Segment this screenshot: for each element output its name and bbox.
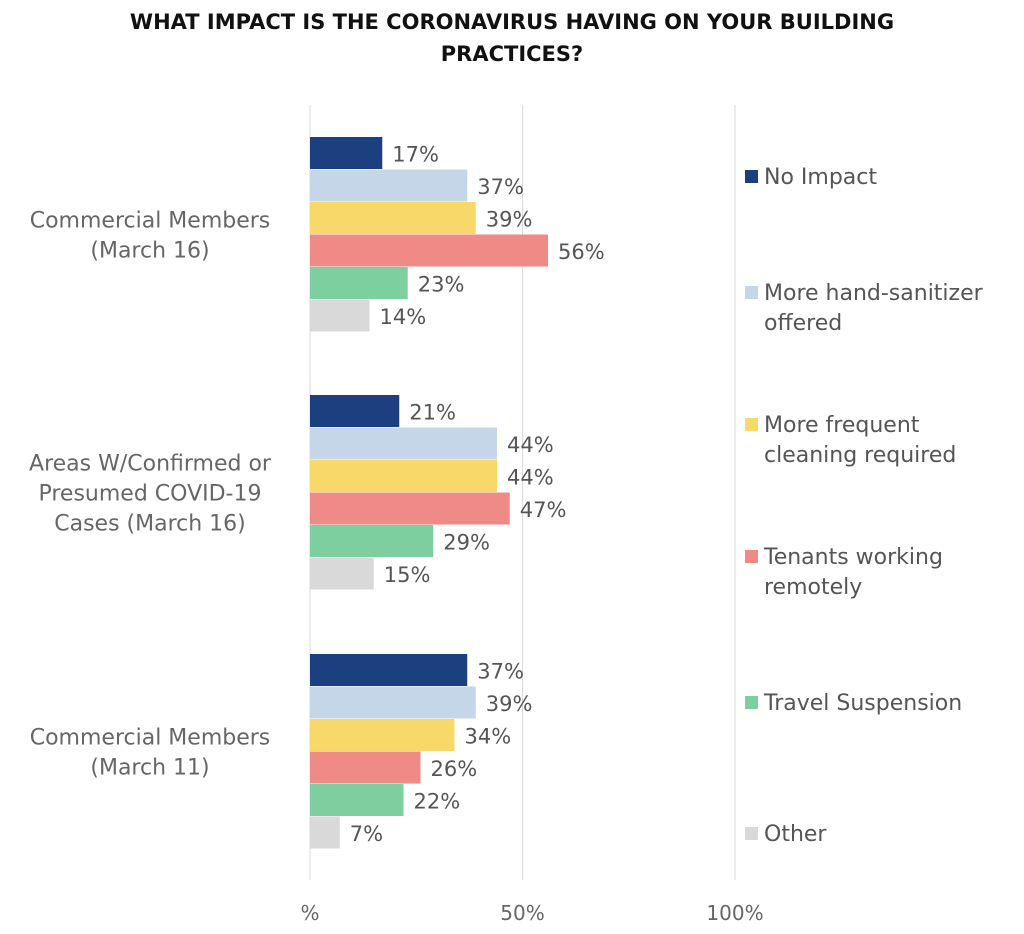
- bars: [310, 137, 548, 849]
- legend-label: More hand-sanitizer offered: [764, 281, 984, 336]
- data-label: 14%: [380, 305, 427, 329]
- bar: [310, 719, 455, 751]
- data-label: 39%: [486, 207, 533, 231]
- x-axis-ticks: % 50% 100%: [300, 901, 763, 925]
- data-label: 23%: [418, 272, 465, 296]
- data-label: 37%: [477, 659, 524, 683]
- value-labels: 17% 37% 39% 56% 23% 14% 21% 44% 44% 47% 29% 15% 37% 3…: [350, 142, 605, 846]
- data-label: 22%: [414, 789, 461, 813]
- chart-title: WHAT IMPACT IS THE CORONAVIRUS HAVING ON…: [129, 10, 895, 66]
- bar: [310, 525, 434, 557]
- bar: [310, 654, 468, 686]
- bar: [310, 492, 510, 525]
- data-label: 44%: [507, 433, 554, 457]
- bar: [310, 557, 374, 590]
- bar: [310, 395, 400, 427]
- legend-label: No Impact: [764, 165, 877, 190]
- legend-swatch: [745, 550, 758, 563]
- legend: No Impact More hand-sanitizer offered More …: [745, 165, 984, 847]
- bar: [310, 234, 548, 267]
- data-label: 26%: [431, 757, 478, 781]
- data-label: 29%: [443, 530, 490, 554]
- x-tick-label: 100%: [706, 901, 763, 925]
- data-label: 21%: [409, 400, 456, 424]
- bar: [310, 137, 383, 169]
- bar: [310, 460, 497, 492]
- x-tick-label: %: [300, 901, 319, 925]
- category-labels: Commercial Members (March 16) Areas W/Conf…: [29, 209, 272, 781]
- legend-label: Tenants working remotely: [763, 545, 943, 600]
- legend-swatch: [745, 418, 758, 431]
- bar: [310, 169, 468, 202]
- data-label: 15%: [384, 563, 431, 587]
- data-label: 47%: [520, 498, 567, 522]
- legend-label: More frequent cleaning required: [764, 413, 956, 468]
- category-label: Commercial Members (March 11): [30, 726, 271, 781]
- legend-label: Travel Suspension: [763, 691, 962, 716]
- legend-swatch: [745, 286, 758, 299]
- bar: [310, 686, 476, 719]
- bar: [310, 427, 497, 460]
- data-label: 44%: [507, 465, 554, 489]
- bar: [310, 267, 408, 299]
- bar: [310, 816, 340, 849]
- data-label: 7%: [350, 822, 383, 846]
- bar: [310, 299, 370, 332]
- x-tick-label: 50%: [500, 901, 544, 925]
- legend-swatch: [745, 170, 758, 183]
- bar: [310, 751, 421, 784]
- data-label: 56%: [558, 240, 605, 264]
- legend-label: Other: [764, 822, 827, 847]
- data-label: 37%: [477, 175, 524, 199]
- legend-swatch: [745, 827, 758, 840]
- data-label: 17%: [392, 142, 439, 166]
- category-label: Areas W/Confirmed or Presumed COVID-19 Cas…: [29, 452, 272, 537]
- data-label: 39%: [486, 692, 533, 716]
- bar: [310, 202, 476, 234]
- legend-swatch: [745, 696, 758, 709]
- bar: [310, 784, 404, 816]
- category-label: Commercial Members (March 16): [30, 209, 271, 264]
- data-label: 34%: [465, 724, 512, 748]
